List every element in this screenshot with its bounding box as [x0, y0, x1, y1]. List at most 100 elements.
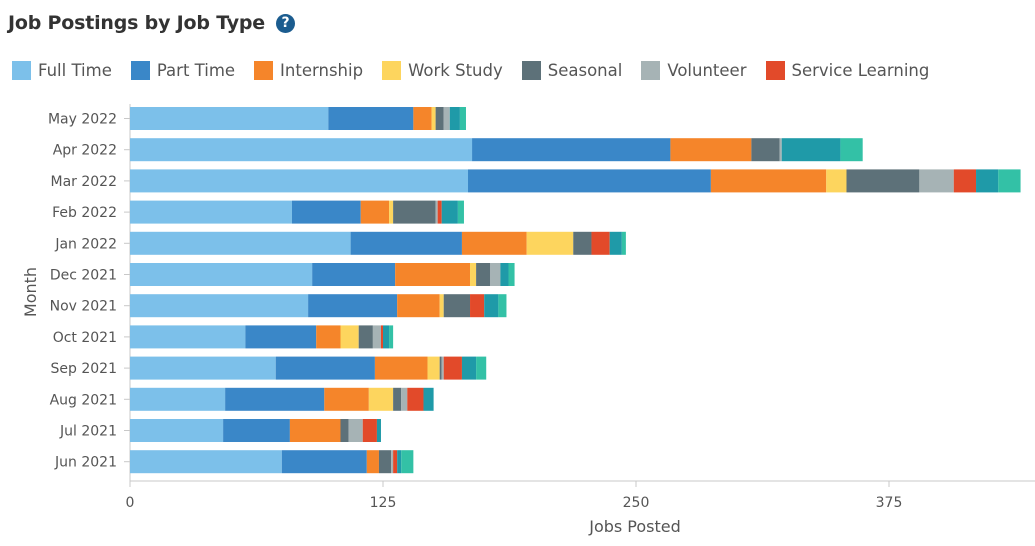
bar-segment: [312, 263, 396, 286]
y-tick-label: Jul 2021: [59, 424, 117, 440]
bar-segment: [340, 419, 349, 442]
bar-segment: [130, 107, 329, 130]
x-tick-label: 250: [623, 495, 650, 511]
bar-segment: [919, 169, 954, 193]
bar-segment: [470, 294, 485, 318]
bar-segment: [751, 138, 780, 162]
legend-item-volunteer[interactable]: Volunteer: [641, 60, 747, 80]
chart-title: Job Postings by Job Type: [8, 12, 265, 34]
question-circle-icon[interactable]: ?: [276, 13, 295, 33]
bar-segment: [393, 200, 436, 224]
legend-swatch: [641, 60, 661, 80]
legend-label: Volunteer: [667, 60, 747, 80]
bar-segment: [401, 387, 408, 411]
bar-segment: [484, 294, 499, 318]
bar-segment: [846, 169, 920, 193]
bar-segment: [130, 294, 309, 318]
y-tick-label: Nov 2021: [50, 299, 117, 315]
x-tick-label: 375: [876, 495, 903, 511]
bar-segment: [441, 200, 458, 224]
y-tick-label: Oct 2021: [53, 330, 117, 346]
bar-segment: [358, 325, 373, 349]
bar-segment: [378, 450, 392, 474]
bar-segment: [130, 200, 292, 224]
legend-item-internship[interactable]: Internship: [254, 60, 363, 80]
bar-segment: [443, 356, 462, 380]
bar-segment: [621, 231, 626, 255]
legend-swatch: [130, 60, 150, 80]
bar-segment: [393, 450, 398, 474]
bar-segment: [130, 356, 276, 380]
bar-segment: [393, 387, 402, 411]
bar-segment: [374, 356, 428, 380]
bar-segment: [710, 169, 827, 193]
legend-item-part-time[interactable]: Part Time: [130, 60, 235, 80]
bar-segment: [476, 356, 487, 380]
chart-legend: Full Time Part Time Internship Work Study Se…: [12, 58, 948, 82]
bar-segment: [289, 419, 341, 442]
bar-segment: [130, 231, 351, 255]
legend-label: Service Learning: [791, 60, 930, 80]
bar-segment: [437, 200, 442, 224]
bar-segment: [449, 107, 460, 130]
x-axis-title: Jobs Posted: [588, 517, 681, 536]
bar-segment: [435, 107, 444, 130]
bar-segment: [130, 419, 224, 442]
bar-segment: [324, 387, 369, 411]
legend-item-work-study[interactable]: Work Study: [382, 60, 503, 80]
legend-swatch: [254, 60, 274, 80]
bar-segment: [840, 138, 863, 162]
y-tick-label: Apr 2022: [53, 143, 117, 159]
y-tick-label: Aug 2021: [50, 392, 117, 408]
bar-segment: [470, 263, 477, 286]
bar-segment: [397, 294, 440, 318]
legend-label: Work Study: [408, 60, 503, 80]
legend-label: Seasonal: [547, 60, 623, 80]
bar-segment: [435, 200, 438, 224]
x-tick-label: 125: [370, 495, 397, 511]
bar-segment: [380, 325, 383, 349]
bar-segment: [670, 138, 752, 162]
bar-segment: [291, 200, 361, 224]
y-tick-label: Mar 2022: [51, 174, 118, 190]
bar-segment: [362, 419, 377, 442]
bar-segment: [781, 138, 841, 162]
bar-segment: [389, 325, 394, 349]
bar-segment: [443, 107, 450, 130]
bar-segment: [350, 231, 462, 255]
bar-segment: [498, 294, 507, 318]
bar-segment: [468, 169, 711, 193]
x-tick-label: 0: [126, 495, 135, 511]
y-axis-title: Month: [21, 267, 40, 317]
bar-segment: [360, 200, 390, 224]
bar-segment: [441, 356, 444, 380]
legend-item-full-time[interactable]: Full Time: [12, 60, 112, 80]
bar-segment: [976, 169, 999, 193]
bar-segment: [389, 200, 394, 224]
bar-segment: [130, 263, 313, 286]
bar-segment: [439, 294, 444, 318]
bar-segment: [340, 325, 359, 349]
legend-item-service-learning[interactable]: Service Learning: [765, 60, 930, 80]
bar-segment: [573, 231, 592, 255]
bar-segment: [431, 107, 436, 130]
legend-swatch: [12, 60, 31, 80]
y-tick-label: Dec 2021: [50, 268, 117, 284]
bar-segment: [225, 387, 325, 411]
bar-segment: [500, 263, 509, 286]
legend-item-seasonal[interactable]: Seasonal: [521, 60, 623, 80]
bar-segment: [281, 450, 367, 474]
bar-segment: [439, 356, 442, 380]
bar-segment: [591, 231, 610, 255]
bar-segment: [328, 107, 414, 130]
bar-segment: [391, 450, 394, 474]
bar-segment: [130, 387, 226, 411]
bar-segment: [476, 263, 491, 286]
bar-segment: [526, 231, 574, 255]
chart-header: Job Postings by Job Type ?: [8, 8, 295, 38]
bar-segment: [368, 387, 394, 411]
bar-segment: [427, 356, 440, 380]
bar-segment: [376, 419, 381, 442]
bar-segment: [348, 419, 363, 442]
bar-segment: [459, 107, 466, 130]
